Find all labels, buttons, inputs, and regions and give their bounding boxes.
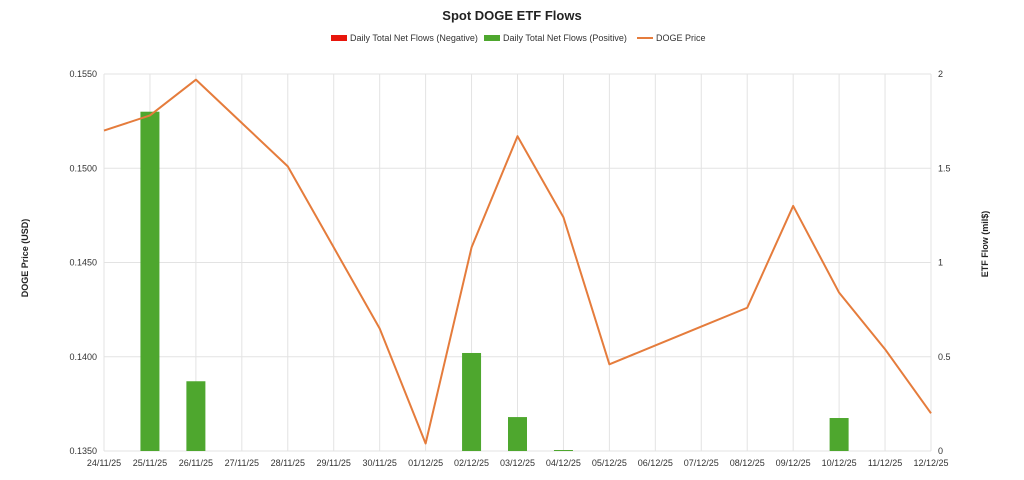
x-tick-label: 30/11/25 xyxy=(362,458,396,468)
legend-swatch xyxy=(331,35,347,41)
price-line xyxy=(103,78,932,445)
x-axis-ticks: 24/11/25 25/11/25 26/11/25 27/11/25 28/11/25… xyxy=(87,458,949,468)
x-tick-label: 02/12/25 xyxy=(454,458,489,468)
x-tick-label: 03/12/25 xyxy=(500,458,535,468)
flow-bar xyxy=(508,417,527,451)
x-tick-label: 04/12/25 xyxy=(546,458,581,468)
left-tick-label: 0.1350 xyxy=(69,446,97,456)
x-tick-label: 29/11/25 xyxy=(317,458,351,468)
right-tick-label: 1 xyxy=(938,258,943,268)
left-tick-label: 0.1450 xyxy=(69,258,97,268)
bar-series xyxy=(140,111,849,451)
x-tick-label: 26/11/25 xyxy=(179,458,213,468)
left-tick-label: 0.1400 xyxy=(69,352,97,362)
left-axis-title: DOGE Price (USD) xyxy=(20,219,30,298)
line-series xyxy=(103,78,932,445)
right-axis-ticks: 0 0.5 1 1.5 2 xyxy=(938,69,951,456)
right-tick-label: 0 xyxy=(938,446,943,456)
x-tick-label: 27/11/25 xyxy=(225,458,259,468)
flow-bar xyxy=(829,418,849,451)
x-tick-label: 01/12/25 xyxy=(408,458,443,468)
legend-label: Daily Total Net Flows (Positive) xyxy=(503,33,627,43)
x-tick-label: 25/11/25 xyxy=(133,458,167,468)
x-tick-label: 28/11/25 xyxy=(271,458,305,468)
x-tick-label: 08/12/25 xyxy=(730,458,765,468)
x-tick-label: 24/11/25 xyxy=(87,458,121,468)
x-tick-label: 05/12/25 xyxy=(592,458,627,468)
right-tick-label: 0.5 xyxy=(938,352,951,362)
x-tick-label: 09/12/25 xyxy=(776,458,811,468)
flow-bar xyxy=(462,352,482,451)
right-tick-label: 1.5 xyxy=(938,163,951,173)
legend-label: Daily Total Net Flows (Negative) xyxy=(350,33,478,43)
left-tick-label: 0.1550 xyxy=(69,69,97,79)
flow-bar xyxy=(553,450,573,451)
legend-label: DOGE Price xyxy=(656,33,706,43)
x-tick-label: 06/12/25 xyxy=(638,458,673,468)
chart-title: Spot DOGE ETF Flows xyxy=(442,8,581,23)
x-tick-label: 10/12/25 xyxy=(822,458,857,468)
legend-swatch xyxy=(484,35,500,41)
x-tick-label: 07/12/25 xyxy=(684,458,719,468)
left-tick-label: 0.1500 xyxy=(69,163,97,173)
flow-bar xyxy=(186,381,206,451)
left-axis-ticks: 0.1350 0.1400 0.1450 0.1500 0.1550 xyxy=(69,69,97,456)
legend: Daily Total Net Flows (Negative) Daily To… xyxy=(331,33,706,43)
flow-bar xyxy=(140,111,160,451)
right-axis-title: ETF Flow (mil$) xyxy=(980,211,990,278)
x-tick-label: 12/12/25 xyxy=(913,458,948,468)
right-tick-label: 2 xyxy=(938,69,943,79)
x-tick-label: 11/12/25 xyxy=(868,458,902,468)
